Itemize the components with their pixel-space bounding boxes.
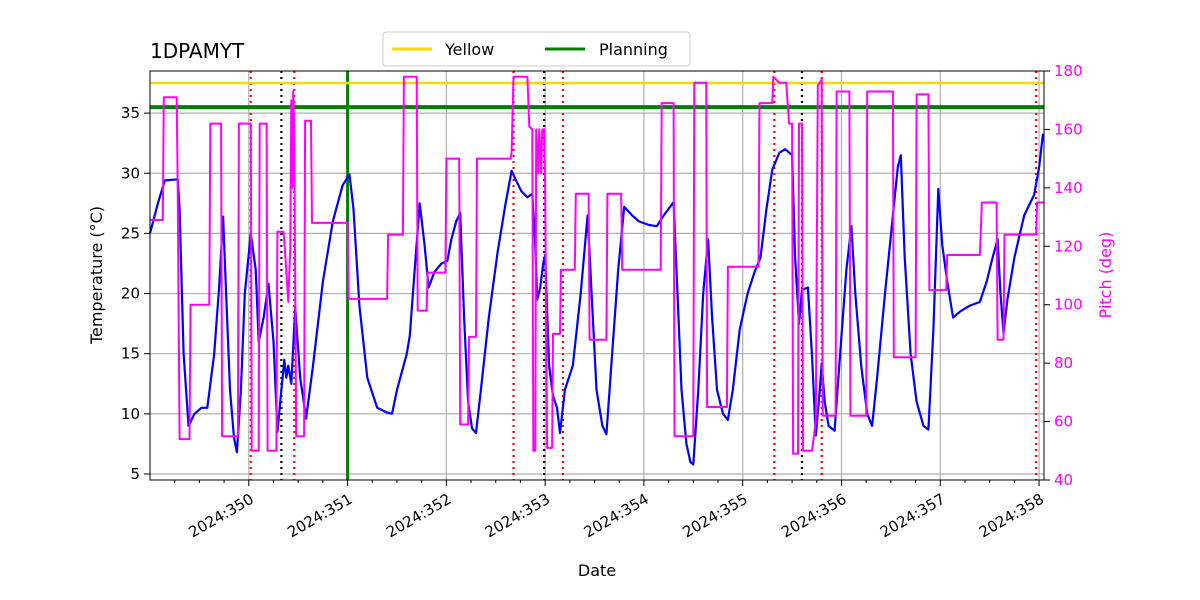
y-right-tick-label-160: 160 (1054, 120, 1083, 138)
series-line-pitch (150, 75, 1044, 455)
y-left-tick-label-35: 35 (121, 104, 140, 122)
legend-label-yellow: Yellow (444, 40, 494, 59)
y-right-tick-label-180: 180 (1054, 62, 1083, 80)
y-left-tick-label-5: 5 (130, 465, 140, 483)
y-right-tick-label-40: 40 (1054, 471, 1073, 489)
x-tick-label-354: 2024:354 (581, 490, 652, 542)
x-axis-label: Date (578, 561, 616, 580)
y-axis-left-label: Temperature (°C) (87, 206, 106, 345)
grid (150, 71, 1044, 480)
y-right-tick-label-120: 120 (1054, 237, 1083, 255)
x-tick-label-353: 2024:353 (482, 490, 553, 542)
plot-frame (149, 70, 1045, 481)
y-left-tick-label-20: 20 (121, 285, 140, 303)
y-right-tick-label-140: 140 (1054, 179, 1083, 197)
y-left-tick-label-25: 25 (121, 224, 140, 242)
x-tick-label-351: 2024:351 (284, 490, 355, 542)
chart-title: 1DPAMYT (150, 39, 245, 63)
legend: Yellow Planning (382, 31, 691, 67)
x-tick-label-356: 2024:356 (778, 490, 849, 542)
y-right-tick-label-100: 100 (1054, 296, 1083, 314)
limit-lines (150, 81, 1044, 110)
x-tick-label-350: 2024:350 (186, 490, 257, 542)
legend-label-planning: Planning (599, 40, 668, 59)
y-left-tick-label-15: 15 (121, 345, 140, 363)
series-layer (148, 75, 1045, 466)
legend-box (382, 31, 691, 67)
y-axis-right-label: Pitch (deg) (1096, 232, 1115, 319)
x-tick-label-358: 2024:358 (976, 490, 1047, 542)
y-right-tick-label-60: 60 (1054, 413, 1073, 431)
y-right-tick-label-80: 80 (1054, 354, 1073, 372)
x-tick-label-352: 2024:352 (383, 490, 454, 542)
series-line-temperature (148, 133, 1045, 466)
y-left-tick-label-30: 30 (121, 164, 140, 182)
x-tick-label-357: 2024:357 (877, 490, 948, 542)
y-left-tick-label-10: 10 (121, 405, 140, 423)
x-tick-label-355: 2024:355 (679, 490, 750, 542)
